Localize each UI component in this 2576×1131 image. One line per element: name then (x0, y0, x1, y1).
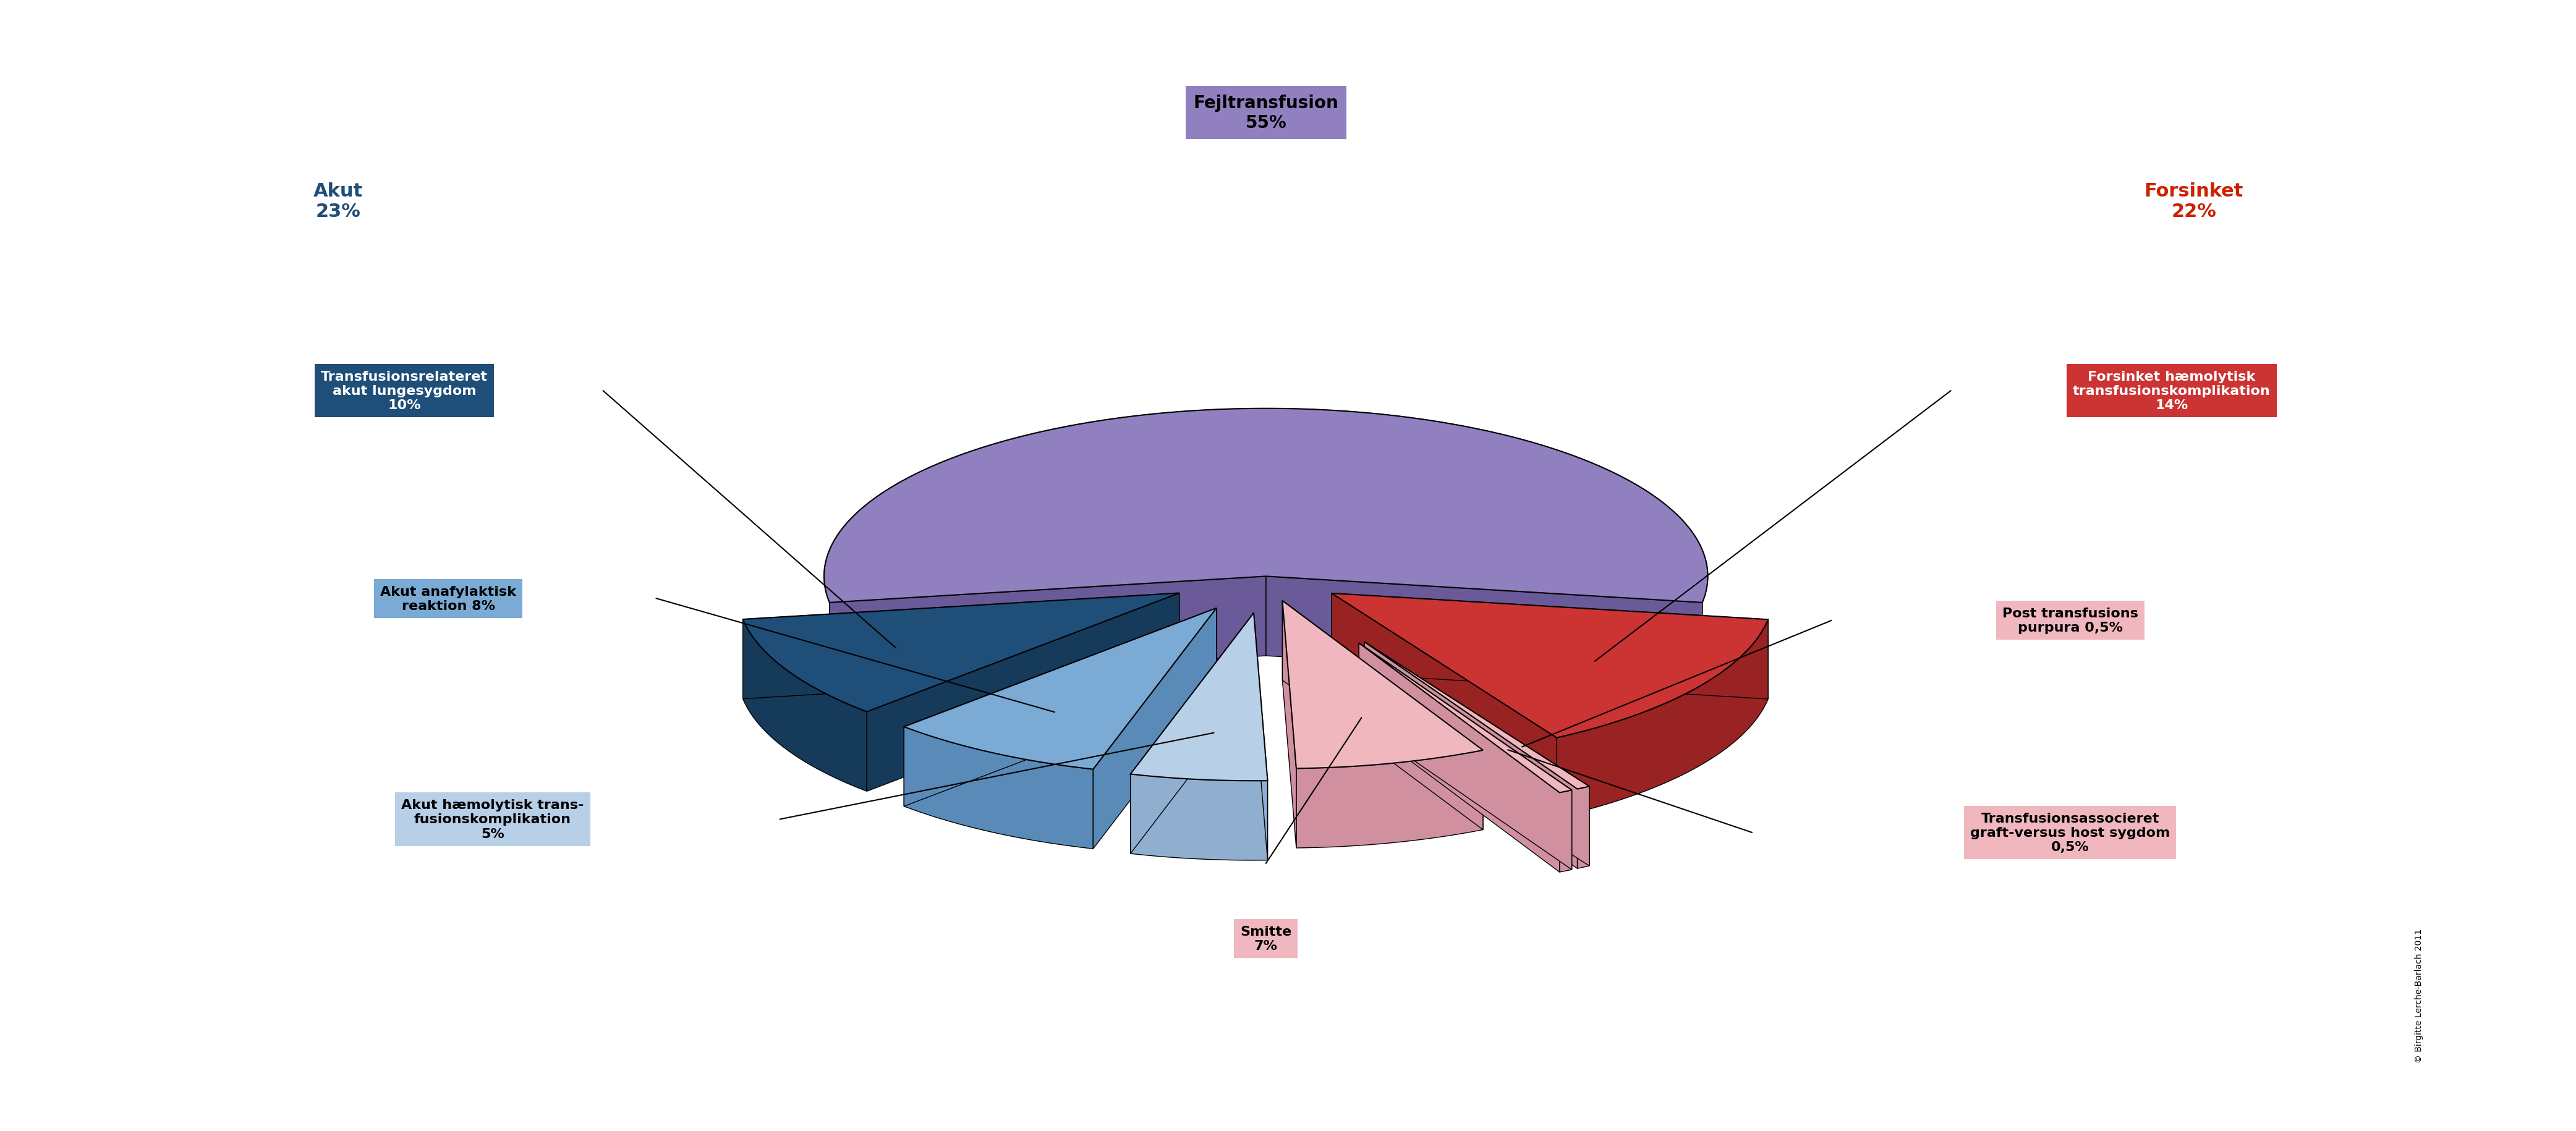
Text: Forsinket
22%: Forsinket 22% (2143, 182, 2244, 221)
Polygon shape (824, 408, 1708, 603)
Text: Post transfusions
purpura 0,5%: Post transfusions purpura 0,5% (2002, 607, 2138, 634)
Polygon shape (1558, 791, 1571, 872)
Polygon shape (742, 620, 868, 792)
Polygon shape (1365, 642, 1589, 866)
Polygon shape (1296, 750, 1484, 848)
Text: Akut anafylaktisk
reaktion 8%: Akut anafylaktisk reaktion 8% (381, 585, 515, 612)
Polygon shape (1092, 608, 1216, 849)
Polygon shape (1332, 594, 1767, 737)
Text: Transfusionsrelateret
akut lungesygdom
10%: Transfusionsrelateret akut lungesygdom 1… (322, 371, 487, 412)
Polygon shape (1360, 644, 1571, 870)
Text: © Birgitte Lerche-Barlach 2011: © Birgitte Lerche-Barlach 2011 (2414, 929, 2424, 1062)
Polygon shape (824, 408, 1708, 682)
Text: Akut hæmolytisk trans-
fusionskomplikation
5%: Akut hæmolytisk trans- fusionskomplikati… (402, 798, 585, 840)
Text: Smitte
7%: Smitte 7% (1239, 925, 1291, 952)
Polygon shape (1365, 642, 1577, 869)
Polygon shape (742, 594, 1180, 699)
Text: Transfusionsassocieret
graft-versus host sygdom
0,5%: Transfusionsassocieret graft-versus host… (1971, 812, 2169, 853)
Polygon shape (1577, 786, 1589, 869)
Polygon shape (1131, 613, 1255, 854)
Polygon shape (829, 577, 1265, 682)
Polygon shape (1131, 613, 1267, 780)
Polygon shape (1131, 775, 1267, 861)
Polygon shape (1332, 594, 1556, 818)
Polygon shape (1365, 642, 1589, 789)
Polygon shape (1283, 601, 1296, 848)
Polygon shape (1255, 613, 1267, 861)
Polygon shape (1556, 620, 1767, 818)
Polygon shape (1360, 644, 1571, 793)
Polygon shape (904, 608, 1216, 806)
Polygon shape (742, 594, 1180, 711)
Polygon shape (868, 594, 1180, 792)
Polygon shape (1360, 644, 1558, 872)
Text: Forsinket hæmolytisk
transfusionskomplikation
14%: Forsinket hæmolytisk transfusionskomplik… (2074, 371, 2269, 412)
Polygon shape (1265, 577, 1703, 682)
Text: Fejltransfusion
55%: Fejltransfusion 55% (1193, 94, 1340, 131)
Text: Akut
23%: Akut 23% (314, 182, 363, 221)
Polygon shape (904, 608, 1216, 769)
Polygon shape (1332, 594, 1767, 699)
Polygon shape (1283, 601, 1484, 830)
Polygon shape (1283, 601, 1484, 769)
Polygon shape (904, 727, 1092, 849)
